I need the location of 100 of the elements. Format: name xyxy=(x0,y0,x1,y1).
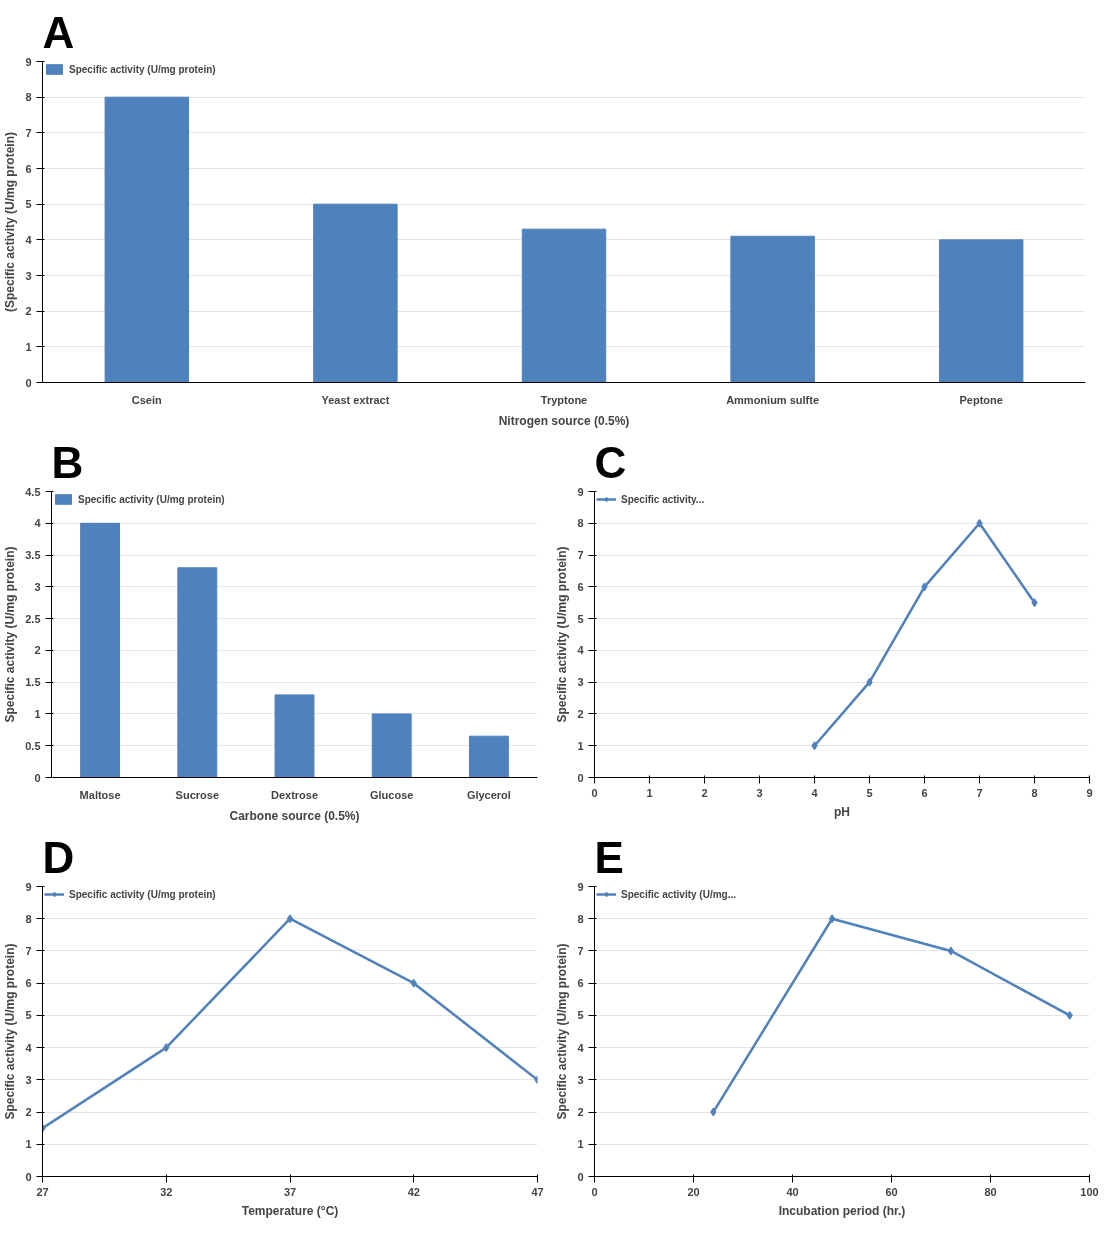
x-tick-label: Peptone xyxy=(959,393,1003,406)
x-tick-label: 5 xyxy=(866,786,873,799)
y-tick-label: 1.5 xyxy=(25,676,41,689)
y-tick-label: 7 xyxy=(577,549,584,562)
y-axis-title: (Specific activity (U/mg protein) xyxy=(3,131,18,313)
legend-label: Specific activity (U/mg protein) xyxy=(69,888,216,900)
y-tick-label: 4.5 xyxy=(25,485,41,498)
x-tick-label: 0 xyxy=(591,786,598,799)
y-tick-label: 4 xyxy=(25,1041,33,1054)
y-tick-label: 7 xyxy=(25,944,32,957)
y-tick-label: 2 xyxy=(25,305,32,318)
legend-label: Specific activity (U/mg... xyxy=(621,888,737,900)
y-tick-label: 9 xyxy=(25,880,32,893)
x-tick-label: 42 xyxy=(407,1185,420,1198)
x-tick-label: 40 xyxy=(786,1185,799,1198)
x-axis-title: Nitrogen source (0.5%) xyxy=(498,413,630,428)
y-tick-label: 2 xyxy=(34,644,41,657)
y-tick-label: 0 xyxy=(577,1170,584,1183)
legend-label: Specific activity (U/mg protein) xyxy=(78,493,225,505)
x-tick-label: 4 xyxy=(811,786,819,799)
x-tick-label: 20 xyxy=(687,1185,700,1198)
y-tick-label: 1 xyxy=(34,707,41,720)
y-tick-label: 4 xyxy=(577,1041,585,1054)
y-tick-label: 6 xyxy=(25,162,32,175)
x-tick-label: 6 xyxy=(921,786,928,799)
x-axis-title: Incubation period (hr.) xyxy=(778,1203,906,1218)
x-tick-label: Maltose xyxy=(79,788,121,801)
x-tick-label: 47 xyxy=(531,1185,544,1198)
legend-label: Specific activity... xyxy=(621,493,705,505)
y-tick-label: 5 xyxy=(25,198,32,211)
y-tick-label: 6 xyxy=(25,977,32,990)
y-tick-label: 0 xyxy=(25,376,32,389)
y-tick-label: 2 xyxy=(25,1106,32,1119)
y-tick-label: 5 xyxy=(577,612,584,625)
y-tick-label: 8 xyxy=(25,912,32,925)
y-tick-label: 6 xyxy=(577,977,584,990)
x-tick-label: Glucose xyxy=(370,788,414,801)
y-tick-label: 8 xyxy=(577,517,584,530)
y-tick-label: 9 xyxy=(25,55,32,68)
x-tick-label: Dextrose xyxy=(270,788,319,801)
x-axis-title: pH xyxy=(834,804,850,819)
y-tick-label: 8 xyxy=(25,91,32,104)
y-tick-label: 3 xyxy=(25,1073,32,1086)
legend-label: Specific activity (U/mg protein) xyxy=(69,63,216,75)
y-axis-title: Specific activity (U/mg protein) xyxy=(3,546,18,723)
x-tick-label: Yeast extract xyxy=(321,393,390,406)
x-tick-label: 60 xyxy=(885,1185,898,1198)
y-tick-label: 1 xyxy=(577,739,584,752)
y-tick-label: 3 xyxy=(577,676,584,689)
y-tick-label: 0 xyxy=(34,771,41,784)
x-axis-title: Temperature (°C) xyxy=(241,1203,339,1218)
y-axis-title: Specific activity (U/mg protein) xyxy=(3,943,18,1120)
y-tick-label: 2 xyxy=(577,1106,584,1119)
y-axis-title: Specific activity (U/mg protein) xyxy=(555,943,570,1120)
y-tick-label: 1 xyxy=(25,1138,32,1151)
y-axis-title: Specific activity (U/mg protein) xyxy=(555,546,570,723)
y-tick-label: 3 xyxy=(25,269,32,282)
y-tick-label: 7 xyxy=(25,126,32,139)
x-tick-label: 37 xyxy=(283,1185,297,1198)
x-tick-label: 80 xyxy=(984,1185,997,1198)
x-tick-label: 100 xyxy=(1080,1185,1099,1198)
x-tick-label: 8 xyxy=(1031,786,1038,799)
x-tick-label: 7 xyxy=(976,786,983,799)
y-tick-label: 0 xyxy=(577,771,584,784)
y-tick-label: 5 xyxy=(25,1009,32,1022)
y-tick-label: 3 xyxy=(577,1073,584,1086)
y-tick-label: 4 xyxy=(34,517,42,530)
y-tick-label: 9 xyxy=(577,485,584,498)
y-tick-label: 4 xyxy=(25,233,33,246)
y-tick-label: 0 xyxy=(25,1170,32,1183)
x-tick-label: Csein xyxy=(131,393,163,406)
y-tick-label: 4 xyxy=(577,644,585,657)
x-tick-label: 9 xyxy=(1086,786,1093,799)
y-tick-label: 1 xyxy=(25,340,32,353)
text: C xyxy=(594,437,627,487)
x-tick-label: 27 xyxy=(36,1185,49,1198)
y-tick-label: 3 xyxy=(34,580,41,593)
y-tick-label: 8 xyxy=(577,912,584,925)
y-tick-label: 2.5 xyxy=(25,612,41,625)
x-tick-label: Ammonium sulfte xyxy=(726,393,820,406)
x-tick-label: Sucrose xyxy=(175,788,220,801)
y-tick-label: 5 xyxy=(577,1009,584,1022)
y-tick-label: 1 xyxy=(577,1138,584,1151)
text: B xyxy=(51,437,84,487)
y-tick-label: 7 xyxy=(577,944,584,957)
text: A xyxy=(42,7,75,57)
y-tick-label: 6 xyxy=(577,580,584,593)
x-tick-label: 2 xyxy=(701,786,708,799)
text: D xyxy=(42,832,75,882)
x-tick-label: Tryptone xyxy=(540,393,588,406)
x-tick-label: 32 xyxy=(160,1185,173,1198)
x-tick-label: 0 xyxy=(591,1185,598,1198)
y-tick-label: 3.5 xyxy=(25,549,41,562)
y-tick-label: 0.5 xyxy=(25,739,41,752)
y-tick-label: 9 xyxy=(577,880,584,893)
x-axis-title: Carbone source (0.5%) xyxy=(229,808,360,823)
x-tick-label: 1 xyxy=(646,786,653,799)
x-tick-label: 3 xyxy=(756,786,763,799)
y-tick-label: 2 xyxy=(577,707,584,720)
text: E xyxy=(594,832,624,882)
